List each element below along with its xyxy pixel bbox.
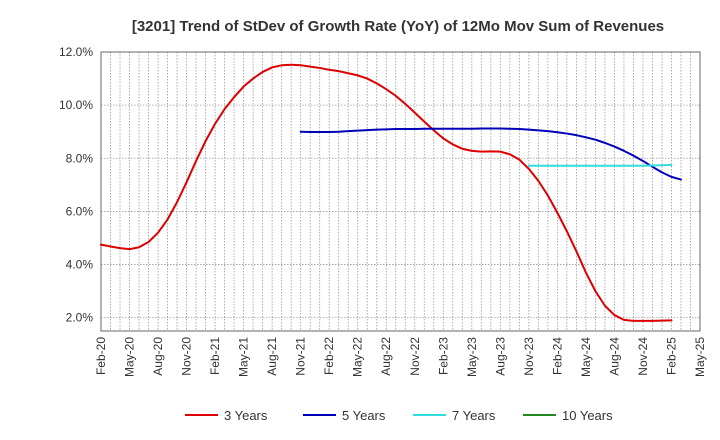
x-tick-label: Feb-24 <box>550 337 564 375</box>
legend-label-3-years: 3 Years <box>224 408 268 423</box>
x-tick-label: Nov-24 <box>636 337 650 376</box>
plot-border <box>100 51 701 332</box>
legend-label-10-years: 10 Years <box>562 408 613 423</box>
chart-title: [3201] Trend of StDev of Growth Rate (Yo… <box>132 18 664 35</box>
series-line-5-years <box>299 127 682 181</box>
y-tick-label: 2.0% <box>66 311 94 325</box>
x-tick-label: Feb-20 <box>94 337 108 375</box>
x-tick-label: May-23 <box>465 337 479 377</box>
series-line-3-years <box>100 63 673 322</box>
grid-lines <box>100 51 701 332</box>
plot-area <box>101 52 700 331</box>
x-axis: Feb-20 May-20 Aug-20 Nov-20 Feb-21 May-21 Aug-… <box>94 337 707 377</box>
series-lines <box>100 63 682 322</box>
y-tick-label: 10.0% <box>59 98 93 112</box>
x-tick-label: Nov-23 <box>522 337 536 376</box>
y-tick-label: 4.0% <box>66 258 94 272</box>
legend-label-7-years: 7 Years <box>452 408 496 423</box>
x-tick-label: May-21 <box>237 337 251 377</box>
x-tick-label: Aug-21 <box>265 337 279 376</box>
y-tick-label: 6.0% <box>66 204 94 218</box>
plot-background <box>101 52 700 331</box>
x-tick-label: May-25 <box>693 337 707 377</box>
x-tick-label: Feb-22 <box>322 337 336 375</box>
x-tick-label: Aug-23 <box>493 337 507 376</box>
x-tick-label: Nov-22 <box>408 337 422 376</box>
x-tick-label: Aug-22 <box>379 337 393 376</box>
x-tick-label: Nov-20 <box>180 337 194 376</box>
x-tick-label: Feb-23 <box>436 337 450 375</box>
x-tick-label: Feb-25 <box>664 337 678 375</box>
y-tick-label: 8.0% <box>66 151 94 165</box>
y-tick-label: 12.0% <box>59 45 93 59</box>
legend: 3 Years 5 Years 7 Years 10 Years <box>185 408 613 423</box>
x-tick-label: Feb-21 <box>208 337 222 375</box>
x-tick-label: May-20 <box>123 337 137 377</box>
x-tick-label: May-22 <box>351 337 365 377</box>
x-tick-label: Aug-24 <box>607 337 621 376</box>
x-tick-label: Aug-20 <box>151 337 165 376</box>
y-axis: 2.0% 4.0% 6.0% 8.0% 10.0% 12.0% <box>59 45 93 325</box>
x-tick-label: Nov-21 <box>294 337 308 376</box>
series-line-7-years <box>527 163 673 167</box>
legend-label-5-years: 5 Years <box>342 408 386 423</box>
x-tick-label: May-24 <box>579 337 593 377</box>
